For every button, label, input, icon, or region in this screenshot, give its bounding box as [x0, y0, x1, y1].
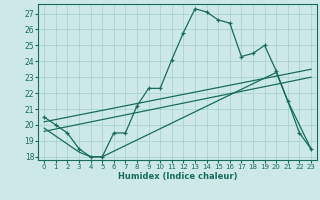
X-axis label: Humidex (Indice chaleur): Humidex (Indice chaleur) [118, 172, 237, 181]
